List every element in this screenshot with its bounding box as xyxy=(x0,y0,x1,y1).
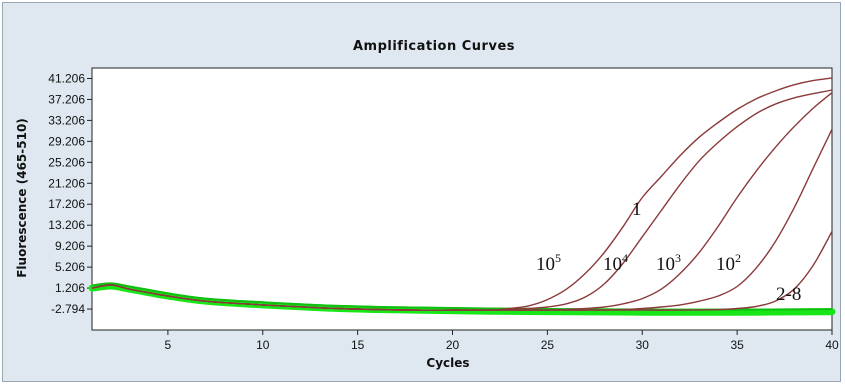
y-tick-label: 37.206 xyxy=(48,92,85,106)
chart-title: Amplification Curves xyxy=(353,39,515,54)
y-tick-label: 41.206 xyxy=(48,71,85,85)
y-tick-label: 9.206 xyxy=(55,239,85,253)
x-tick-label: 35 xyxy=(730,338,744,352)
x-tick-label: 25 xyxy=(541,338,555,352)
annotation-10-3: 103 xyxy=(656,251,681,275)
x-tick-label: 15 xyxy=(351,338,365,352)
y-tick-label: 13.206 xyxy=(48,218,85,232)
x-axis: 5 10 15 20 25 30 35 40 xyxy=(165,330,839,352)
annotation-10-4-exp: 4 xyxy=(622,251,628,265)
y-tick-label: 5.206 xyxy=(55,260,85,274)
annotation-10-5: 105 xyxy=(536,251,561,275)
y-tick-label: 33.206 xyxy=(48,113,85,127)
annotation-10-5-exp: 5 xyxy=(555,251,561,265)
x-axis-label: Cycles xyxy=(426,356,469,370)
annotation-10-2-exp: 2 xyxy=(735,251,741,265)
amplification-curve-5 xyxy=(91,231,833,311)
y-tick-label: 25.206 xyxy=(48,155,85,169)
y-tick-label: 21.206 xyxy=(48,176,85,190)
y-tick-label: 1.206 xyxy=(55,281,85,295)
x-tick-label: 40 xyxy=(825,338,839,352)
annotation-10-4: 104 xyxy=(603,251,628,275)
series-group xyxy=(88,77,836,316)
annotation-10-4-base: 10 xyxy=(603,254,622,275)
annotation-10-5-base: 10 xyxy=(536,254,555,275)
plot-area xyxy=(91,67,833,331)
y-axis: 41.206 37.206 33.206 29.206 25.206 21.206 17.2… xyxy=(48,71,92,316)
annotation-1: 1 xyxy=(632,199,642,220)
annotation-10-2: 102 xyxy=(716,251,741,275)
annotation-2-8: 2-8 xyxy=(776,284,801,305)
y-tick-label: 17.206 xyxy=(48,197,85,211)
x-tick-label: 30 xyxy=(636,338,650,352)
x-tick-label: 5 xyxy=(165,338,172,352)
y-axis-label: Fluorescence (465-510) xyxy=(15,118,29,278)
annotation-10-3-base: 10 xyxy=(656,254,675,275)
x-tick-label: 20 xyxy=(446,338,460,352)
x-tick-label: 10 xyxy=(256,338,270,352)
annotation-10-2-base: 10 xyxy=(716,254,735,275)
y-tick-label: -2.794 xyxy=(51,302,85,316)
y-tick-label: 29.206 xyxy=(48,134,85,148)
annotation-10-3-exp: 3 xyxy=(675,251,681,265)
